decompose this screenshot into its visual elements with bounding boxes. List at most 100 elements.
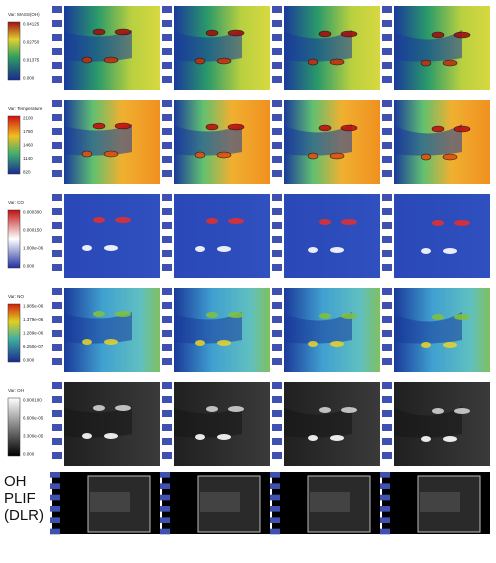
injector bbox=[272, 250, 282, 257]
injector bbox=[272, 76, 282, 83]
flame-blob bbox=[228, 312, 244, 318]
injector bbox=[162, 302, 172, 309]
flame-blob bbox=[205, 123, 219, 131]
flame-blob bbox=[92, 122, 106, 130]
injector bbox=[382, 208, 392, 215]
injector bbox=[52, 452, 62, 459]
flame-blob bbox=[104, 433, 118, 439]
injector bbox=[272, 170, 282, 177]
injector bbox=[382, 170, 392, 177]
flame-blob bbox=[318, 30, 332, 38]
row-label: (DLR) bbox=[4, 507, 44, 524]
colorbar bbox=[7, 303, 21, 363]
injector bbox=[382, 438, 392, 445]
flame-blob bbox=[307, 58, 319, 66]
injector bbox=[52, 156, 62, 163]
colorbar-tick: 0.000300 bbox=[23, 210, 42, 215]
flame-blob bbox=[453, 31, 471, 39]
row-label: PLIF bbox=[4, 490, 36, 507]
colorbar bbox=[7, 209, 21, 269]
injector bbox=[160, 506, 170, 512]
injector bbox=[50, 517, 60, 523]
flame-blob bbox=[432, 314, 444, 320]
injector bbox=[272, 410, 282, 417]
flame-blob bbox=[195, 246, 205, 252]
injector bbox=[162, 344, 172, 351]
injector bbox=[52, 76, 62, 83]
injector bbox=[52, 194, 62, 201]
flame-blob bbox=[442, 59, 458, 67]
injector bbox=[162, 358, 172, 365]
injector bbox=[50, 506, 60, 512]
jet bbox=[174, 312, 242, 344]
flame-blob bbox=[115, 311, 131, 317]
field bbox=[174, 194, 270, 278]
flame-blob bbox=[431, 31, 445, 39]
injector bbox=[270, 528, 280, 535]
injector bbox=[162, 76, 172, 83]
injector bbox=[382, 48, 392, 55]
injector bbox=[270, 517, 280, 523]
flame-blob bbox=[341, 313, 357, 319]
flame-blob bbox=[420, 153, 432, 161]
injector bbox=[272, 62, 282, 69]
injector bbox=[50, 483, 60, 489]
injector bbox=[52, 62, 62, 69]
flame-blob bbox=[330, 435, 344, 441]
plif-plume bbox=[90, 492, 130, 512]
injector bbox=[272, 100, 282, 107]
flame-blob bbox=[81, 56, 93, 64]
jet bbox=[174, 30, 242, 62]
injector bbox=[272, 236, 282, 243]
injector bbox=[382, 156, 392, 163]
injector bbox=[382, 76, 392, 83]
injector bbox=[52, 250, 62, 257]
injector bbox=[52, 100, 62, 107]
injector bbox=[272, 142, 282, 149]
jet bbox=[394, 406, 462, 438]
colorbar-tick: 1140 bbox=[23, 156, 33, 161]
flame-blob bbox=[453, 125, 471, 133]
injector bbox=[162, 20, 172, 27]
injector bbox=[382, 424, 392, 431]
flame-blob bbox=[93, 217, 105, 223]
injector bbox=[380, 528, 390, 535]
injector bbox=[162, 250, 172, 257]
flame-blob bbox=[206, 218, 218, 224]
injector bbox=[162, 170, 172, 177]
injector bbox=[162, 34, 172, 41]
flame-blob bbox=[115, 217, 131, 223]
flame-blob bbox=[82, 339, 92, 345]
jet bbox=[64, 406, 132, 438]
colorbar-tick: 820 bbox=[23, 170, 31, 175]
flame-blob bbox=[454, 314, 470, 320]
flame-blob bbox=[319, 219, 331, 225]
injector bbox=[380, 506, 390, 512]
colorbar-tick: 1.289e-06 bbox=[23, 331, 44, 336]
injector bbox=[52, 128, 62, 135]
flame-blob bbox=[318, 124, 332, 132]
flame-blob bbox=[307, 152, 319, 160]
injector bbox=[382, 358, 392, 365]
flame-blob bbox=[216, 57, 232, 65]
injector bbox=[162, 194, 172, 201]
injector bbox=[272, 302, 282, 309]
flame-blob bbox=[103, 150, 119, 158]
injector bbox=[272, 438, 282, 445]
flame-blob bbox=[329, 58, 345, 66]
colorbar-title: Var: Temperature bbox=[8, 106, 43, 111]
injector bbox=[52, 208, 62, 215]
injector bbox=[382, 34, 392, 41]
injector bbox=[272, 128, 282, 135]
injector bbox=[160, 483, 170, 489]
flame-blob bbox=[308, 341, 318, 347]
injector bbox=[382, 452, 392, 459]
colorbar-tick: 0.000 bbox=[23, 76, 35, 81]
flame-blob bbox=[421, 342, 431, 348]
injector bbox=[272, 344, 282, 351]
flame-blob bbox=[431, 125, 445, 133]
flame-blob bbox=[420, 59, 432, 67]
colorbar-tick: 0.000 bbox=[23, 452, 35, 457]
field bbox=[394, 194, 490, 278]
